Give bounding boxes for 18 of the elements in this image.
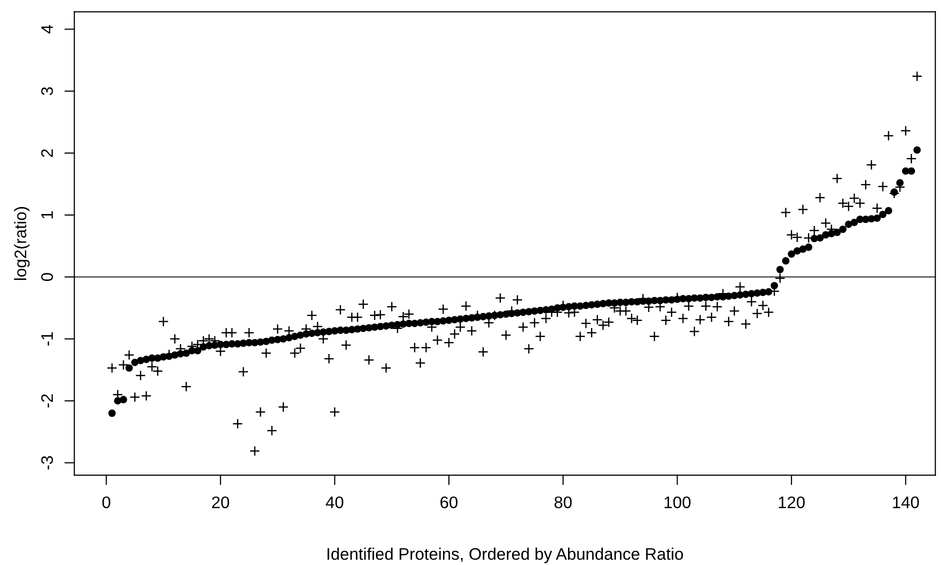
x-tick-label: 20 [212,496,230,508]
y-tick-label: -2 [41,394,53,408]
x-tick-label: 100 [664,496,691,508]
x-tick-label: 140 [893,496,919,508]
y-axis-title: log2(ratio) [14,207,30,280]
x-tick-label: 120 [778,496,805,508]
x-tick-label: 60 [440,496,458,508]
y-tick-label: 4 [41,25,53,34]
y-tick-label: 0 [41,272,53,281]
y-tick-label: -1 [41,332,53,346]
x-tick-label: 40 [326,496,344,508]
x-axis-title: Identified Proteins, Ordered by Abundance Ratio [328,548,683,564]
x-tick-label: 0 [102,496,110,508]
x-tick-label: 80 [554,496,572,508]
y-tick-label: 3 [41,87,53,96]
y-tick-label: 1 [41,211,53,218]
y-tick-label: 2 [41,149,53,157]
y-tick-label: -3 [41,456,53,470]
